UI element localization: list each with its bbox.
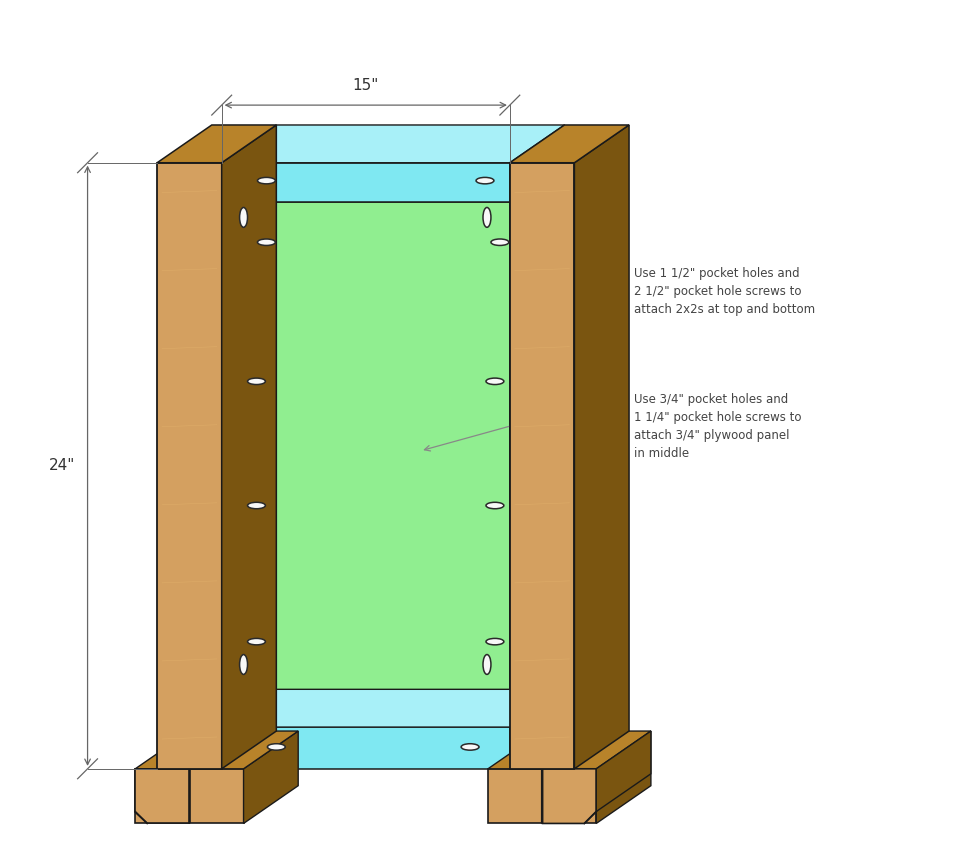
Text: Use 3/4" pocket holes and
1 1/4" pocket hole screws to
attach 3/4" plywood panel: Use 3/4" pocket holes and 1 1/4" pocket … [634,393,802,461]
Polygon shape [542,731,651,769]
Polygon shape [190,769,243,823]
Polygon shape [510,125,565,202]
Polygon shape [542,769,596,823]
Ellipse shape [267,744,286,750]
Text: Use 1 1/2" pocket holes and
2 1/2" pocket hole screws to
attach 2x2s at top and : Use 1 1/2" pocket holes and 2 1/2" pocke… [634,267,815,316]
Polygon shape [222,125,565,163]
Polygon shape [222,125,276,769]
Ellipse shape [486,638,504,645]
Polygon shape [222,690,565,727]
Ellipse shape [486,378,504,385]
Polygon shape [190,731,298,769]
Text: 24": 24" [49,458,75,474]
Polygon shape [510,125,629,163]
Ellipse shape [486,502,504,509]
Polygon shape [243,731,298,823]
Ellipse shape [248,502,265,509]
Polygon shape [510,690,565,769]
Ellipse shape [239,654,248,674]
Polygon shape [596,731,651,823]
Polygon shape [135,769,189,823]
Text: 15": 15" [352,78,379,93]
Polygon shape [541,731,596,823]
Polygon shape [542,769,596,823]
Ellipse shape [483,208,491,227]
Polygon shape [488,769,541,823]
Ellipse shape [483,654,491,674]
Polygon shape [157,125,276,163]
Polygon shape [222,163,510,202]
Ellipse shape [258,239,275,245]
Polygon shape [510,164,565,727]
Ellipse shape [258,177,275,184]
Polygon shape [222,727,510,769]
Polygon shape [157,163,222,769]
Polygon shape [596,731,651,812]
Polygon shape [135,731,243,769]
Ellipse shape [476,177,494,184]
Ellipse shape [248,638,265,645]
Polygon shape [510,163,574,769]
Polygon shape [574,125,629,769]
Polygon shape [222,202,510,727]
Ellipse shape [461,744,479,750]
Polygon shape [189,731,243,823]
Polygon shape [488,731,596,769]
Ellipse shape [248,378,265,385]
Ellipse shape [491,239,509,245]
Polygon shape [135,769,189,823]
Ellipse shape [239,208,248,227]
